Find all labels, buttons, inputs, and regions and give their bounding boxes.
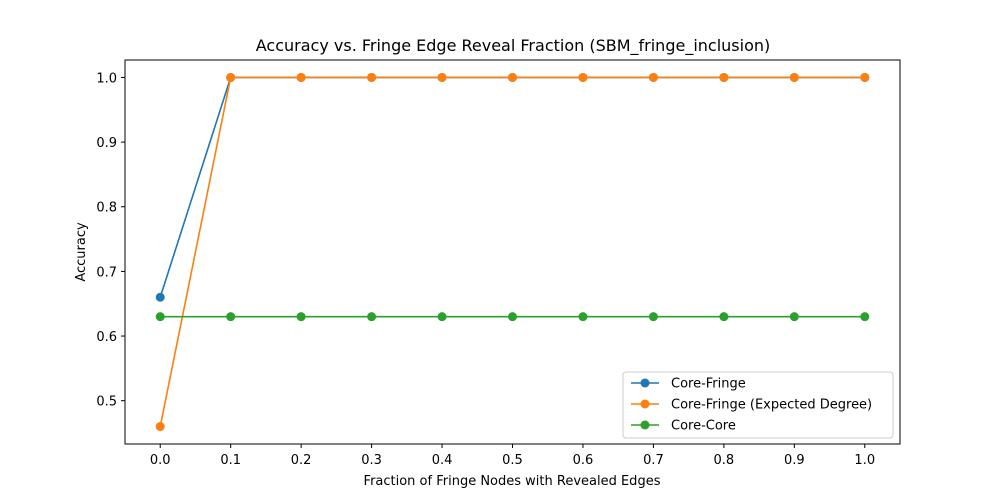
x-tick-label: 0.6 <box>573 453 594 468</box>
data-point-series-2 <box>719 312 729 322</box>
legend-marker <box>640 420 650 430</box>
data-point-series-1 <box>719 72 729 82</box>
data-point-series-1 <box>860 72 870 82</box>
y-tick-label: 0.7 <box>96 265 117 280</box>
data-point-series-0 <box>155 292 165 302</box>
x-tick-label: 0.4 <box>432 453 453 468</box>
data-point-series-2 <box>789 312 799 322</box>
data-point-series-1 <box>367 72 377 82</box>
legend-label: Core-Fringe <box>671 377 746 392</box>
legend-marker <box>640 378 650 388</box>
legend-label: Core-Core <box>671 419 736 434</box>
y-tick-label: 0.6 <box>96 330 117 345</box>
legend-box <box>622 371 894 439</box>
data-point-series-1 <box>226 72 236 82</box>
data-point-series-1 <box>578 72 588 82</box>
y-tick-label: 0.8 <box>96 201 117 216</box>
data-point-series-1 <box>437 72 447 82</box>
x-tick-label: 0.1 <box>220 453 241 468</box>
data-point-series-2 <box>648 312 658 322</box>
legend: Core-Fringe Core-Fringe (Expected Degree)… <box>622 371 894 439</box>
y-tick-label: 0.5 <box>96 395 117 410</box>
legend-marker <box>640 399 650 409</box>
x-tick-label: 0.9 <box>784 453 805 468</box>
data-point-series-1 <box>648 72 658 82</box>
data-point-series-2 <box>226 312 236 322</box>
data-point-series-1 <box>789 72 799 82</box>
x-tick-label: 0.0 <box>150 453 171 468</box>
y-tick-label: 0.9 <box>96 136 117 151</box>
data-point-series-1 <box>296 72 306 82</box>
data-point-series-2 <box>155 312 165 322</box>
data-point-series-1 <box>508 72 517 82</box>
y-tick-label: 1.0 <box>96 71 117 86</box>
series-line-0 <box>159 76 865 298</box>
x-tick-label: 0.2 <box>291 453 312 468</box>
axes-ticks: 0.0 0.1 0.2 0.3 0.4 0.5 0.6 0.7 0.8 0.9 1.0 0.5 0.6 0… <box>96 71 875 468</box>
data-point-series-2 <box>296 312 306 322</box>
data-point-series-2 <box>578 312 588 322</box>
legend-label: Core-Fringe (Expected Degree) <box>671 398 872 413</box>
x-tick-label: 0.8 <box>714 453 735 468</box>
x-axis-label: Fraction of Fringe Nodes with Revealed E… <box>364 474 661 489</box>
data-point-series-2 <box>508 312 517 322</box>
x-tick-label: 1.0 <box>854 453 875 468</box>
x-tick-label: 0.3 <box>361 453 382 468</box>
plot-area <box>155 72 870 432</box>
x-tick-label: 0.7 <box>643 453 664 468</box>
data-point-series-2 <box>860 312 870 322</box>
chart-title: Accuracy vs. Fringe Edge Reveal Fraction… <box>256 36 771 56</box>
y-axis-label: Accuracy <box>74 222 89 282</box>
x-tick-label: 0.5 <box>502 453 523 468</box>
data-point-series-1 <box>155 422 165 432</box>
data-point-series-2 <box>367 312 377 322</box>
data-point-series-2 <box>437 312 447 322</box>
